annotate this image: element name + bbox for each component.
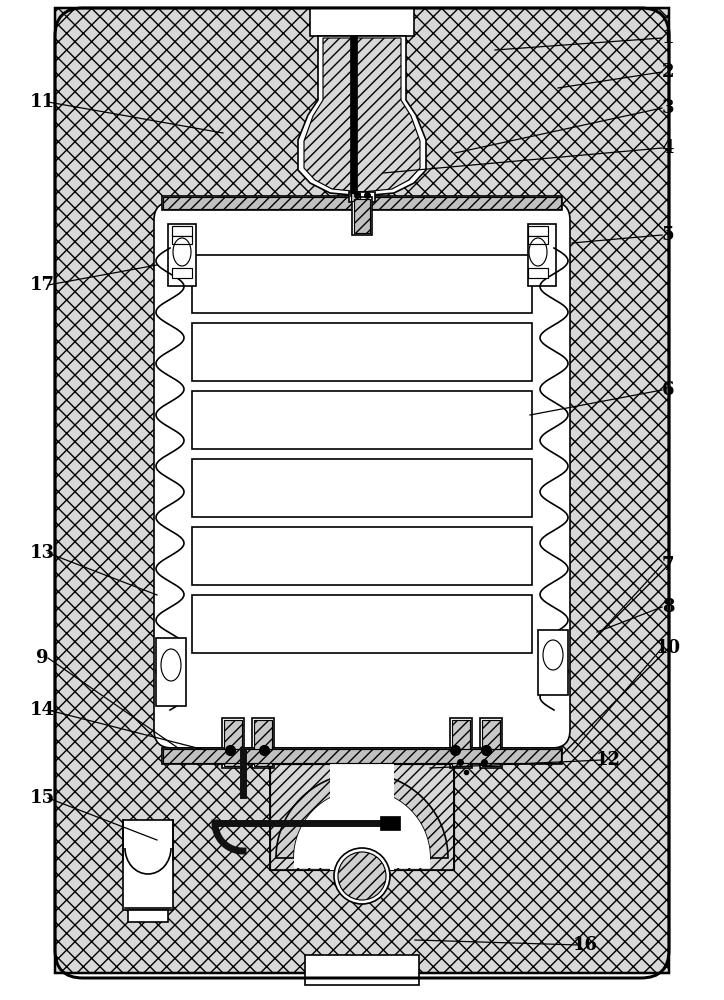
- Bar: [480, 718, 502, 768]
- Text: 16: 16: [573, 936, 597, 954]
- Polygon shape: [304, 38, 420, 192]
- Text: 15: 15: [30, 789, 54, 807]
- Bar: [192, 527, 532, 585]
- Bar: [192, 323, 532, 381]
- Bar: [362, 764, 454, 870]
- Bar: [254, 720, 272, 766]
- Bar: [362, 764, 454, 870]
- Bar: [172, 236, 192, 244]
- Bar: [156, 638, 186, 706]
- Text: 13: 13: [30, 544, 54, 562]
- Bar: [55, 8, 669, 973]
- Text: 17: 17: [30, 276, 54, 294]
- Text: 8: 8: [662, 598, 674, 616]
- Text: 5: 5: [662, 226, 674, 244]
- Bar: [252, 718, 274, 768]
- Text: 11: 11: [30, 93, 54, 111]
- Bar: [349, 192, 375, 202]
- Bar: [482, 720, 500, 766]
- Bar: [528, 224, 556, 286]
- Bar: [163, 749, 561, 763]
- Bar: [162, 196, 562, 210]
- Text: 9: 9: [35, 649, 49, 667]
- Bar: [352, 197, 372, 235]
- Bar: [123, 820, 173, 910]
- Bar: [192, 459, 532, 517]
- Bar: [380, 816, 400, 830]
- Bar: [528, 268, 548, 278]
- Bar: [162, 200, 562, 730]
- Bar: [450, 718, 472, 768]
- Text: 3: 3: [662, 99, 674, 117]
- Polygon shape: [298, 36, 426, 196]
- FancyBboxPatch shape: [154, 202, 570, 748]
- Bar: [270, 764, 362, 870]
- Bar: [168, 224, 196, 286]
- Bar: [128, 910, 168, 922]
- Text: 6: 6: [662, 381, 674, 399]
- Text: 7: 7: [662, 556, 674, 574]
- Circle shape: [338, 852, 386, 900]
- Bar: [305, 955, 419, 985]
- Bar: [270, 764, 362, 870]
- Bar: [224, 720, 242, 766]
- Text: 12: 12: [596, 751, 620, 769]
- Bar: [192, 595, 532, 653]
- Bar: [222, 718, 244, 768]
- Bar: [172, 268, 192, 278]
- Bar: [452, 720, 470, 766]
- Text: 14: 14: [30, 701, 54, 719]
- Bar: [354, 199, 370, 233]
- Bar: [172, 226, 192, 236]
- Polygon shape: [276, 773, 448, 858]
- Bar: [538, 630, 568, 695]
- Bar: [310, 8, 414, 36]
- Polygon shape: [294, 790, 430, 868]
- Bar: [528, 236, 548, 244]
- Bar: [350, 36, 357, 196]
- Polygon shape: [276, 773, 448, 868]
- Bar: [330, 764, 394, 870]
- Text: 10: 10: [655, 639, 681, 657]
- Text: 1: 1: [662, 29, 674, 47]
- Bar: [192, 391, 532, 449]
- Text: 2: 2: [662, 63, 674, 81]
- Bar: [163, 197, 561, 209]
- Bar: [192, 255, 532, 313]
- Text: 4: 4: [662, 139, 674, 157]
- Bar: [162, 748, 562, 764]
- Bar: [351, 193, 360, 201]
- Bar: [528, 226, 548, 236]
- Circle shape: [334, 848, 390, 904]
